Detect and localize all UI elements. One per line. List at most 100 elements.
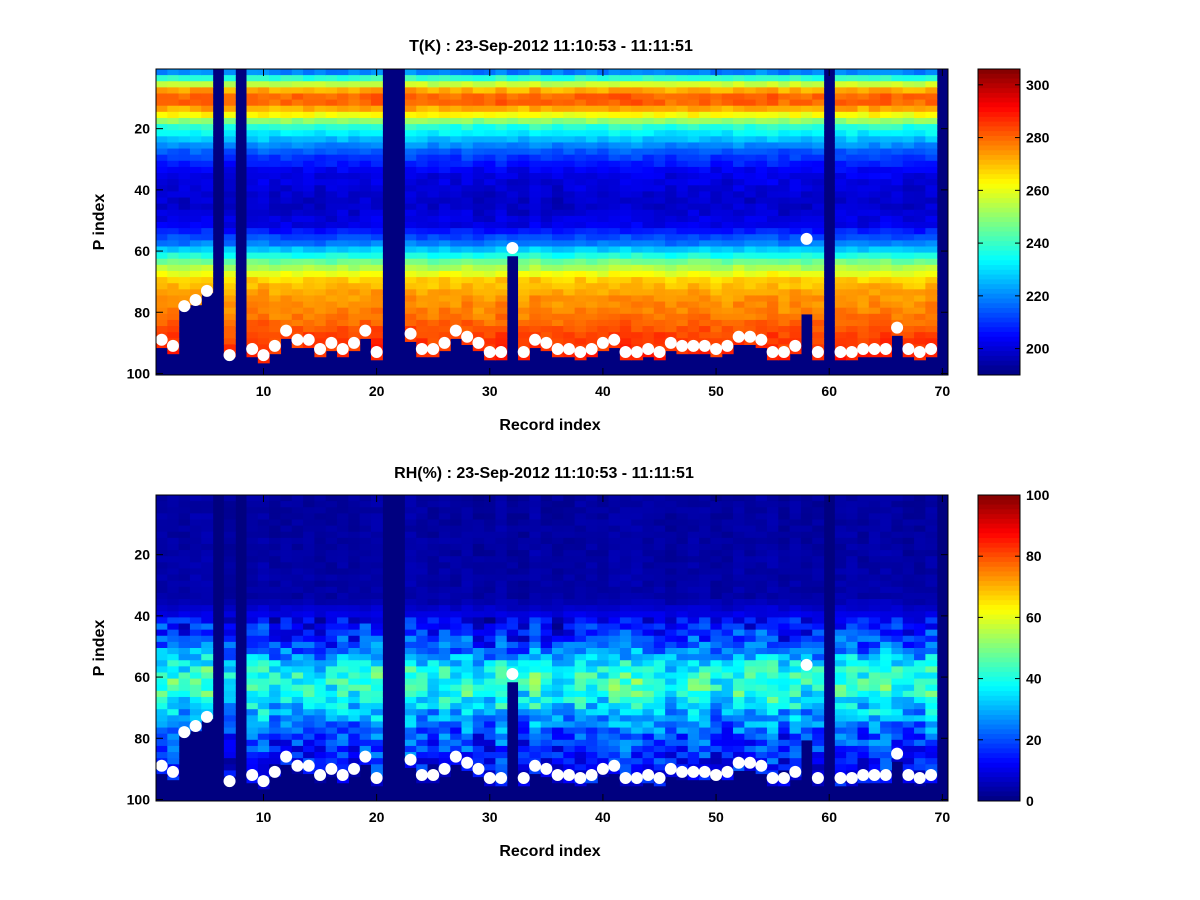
heatmap-cell bbox=[608, 215, 621, 223]
heatmap-cell bbox=[416, 629, 429, 637]
heatmap-cell bbox=[812, 258, 825, 266]
heatmap-cell bbox=[608, 727, 621, 735]
heatmap-cell bbox=[608, 264, 621, 272]
heatmap-cell bbox=[574, 356, 587, 361]
colorbar-segment bbox=[978, 193, 1020, 199]
heatmap-cell bbox=[642, 222, 655, 229]
heatmap-cell bbox=[495, 782, 508, 787]
heatmap-cell bbox=[710, 87, 723, 95]
record-column bbox=[733, 69, 745, 345]
heatmap-cell bbox=[314, 148, 327, 156]
heatmap-cell bbox=[585, 258, 598, 266]
heatmap-cell bbox=[359, 111, 372, 119]
heatmap-cell bbox=[223, 117, 236, 125]
heatmap-cell bbox=[529, 179, 542, 186]
heatmap-cell bbox=[744, 277, 757, 284]
heatmap-cell bbox=[438, 234, 451, 241]
heatmap-cell bbox=[597, 660, 610, 667]
heatmap-cell bbox=[574, 507, 587, 514]
heatmap-cell bbox=[495, 721, 508, 729]
heatmap-cell bbox=[619, 654, 632, 661]
heatmap-cell bbox=[518, 752, 530, 759]
heatmap-cell bbox=[404, 136, 417, 144]
heatmap-cell bbox=[552, 203, 564, 211]
colorbar-segment bbox=[978, 336, 1020, 343]
heatmap-cell bbox=[314, 93, 327, 101]
heatmap-cell bbox=[597, 543, 610, 551]
heatmap-cell bbox=[291, 319, 304, 327]
heatmap-cell bbox=[314, 283, 327, 290]
heatmap-cell bbox=[450, 550, 463, 557]
heatmap-cell bbox=[257, 727, 270, 735]
heatmap-cell bbox=[337, 501, 349, 508]
heatmap-cell bbox=[585, 648, 598, 655]
heatmap-cell bbox=[506, 179, 519, 186]
heatmap-cell bbox=[314, 758, 327, 765]
heatmap-cell bbox=[812, 307, 825, 315]
heatmap-cell bbox=[257, 117, 270, 125]
heatmap-cell bbox=[325, 136, 338, 144]
heatmap-cell bbox=[834, 166, 847, 174]
heatmap-cell bbox=[269, 130, 282, 137]
record-column bbox=[766, 69, 779, 361]
heatmap-cell bbox=[359, 307, 372, 315]
heatmap-cell bbox=[438, 173, 451, 180]
heatmap-cell bbox=[223, 513, 236, 521]
heatmap-cell bbox=[540, 179, 553, 186]
heatmap-cell bbox=[642, 197, 655, 205]
heatmap-cell bbox=[653, 160, 666, 168]
heatmap-cell bbox=[337, 338, 349, 345]
heatmap-cell bbox=[699, 93, 711, 101]
surface-marker bbox=[732, 330, 745, 343]
heatmap-cell bbox=[552, 166, 564, 174]
heatmap-cell bbox=[438, 99, 451, 107]
heatmap-cell bbox=[303, 209, 315, 217]
heatmap-cell bbox=[291, 203, 304, 211]
heatmap-cell bbox=[416, 745, 429, 753]
heatmap-cell bbox=[291, 654, 304, 661]
heatmap-cell bbox=[370, 635, 383, 643]
heatmap-cell bbox=[427, 727, 440, 735]
heatmap-cell bbox=[902, 313, 915, 321]
heatmap-cell bbox=[201, 696, 214, 704]
heatmap-cell bbox=[427, 745, 440, 753]
heatmap-cell bbox=[721, 124, 734, 131]
heatmap-cell bbox=[563, 209, 576, 217]
heatmap-cell bbox=[800, 209, 813, 217]
heatmap-cell bbox=[472, 501, 485, 508]
heatmap-cell bbox=[868, 203, 881, 211]
heatmap-cell bbox=[450, 525, 463, 533]
heatmap-cell bbox=[665, 179, 678, 186]
heatmap-cell bbox=[223, 629, 236, 637]
heatmap-cell bbox=[914, 215, 926, 223]
heatmap-cell bbox=[461, 501, 474, 508]
heatmap-cell bbox=[880, 154, 893, 162]
heatmap-cell bbox=[167, 629, 180, 637]
heatmap-cell bbox=[359, 283, 372, 290]
heatmap-cell bbox=[506, 75, 519, 82]
temperature-heatmap bbox=[156, 69, 948, 375]
heatmap-cell bbox=[552, 495, 564, 502]
surface-marker bbox=[913, 346, 926, 359]
heatmap-cell bbox=[563, 252, 576, 260]
heatmap-cell bbox=[348, 586, 361, 594]
heatmap-cell bbox=[472, 105, 485, 113]
heatmap-cell bbox=[269, 240, 282, 248]
heatmap-cell bbox=[156, 641, 168, 649]
heatmap-cell bbox=[337, 252, 349, 260]
heatmap-cell bbox=[404, 568, 417, 576]
heatmap-cell bbox=[189, 252, 202, 260]
heatmap-cell bbox=[484, 745, 497, 753]
heatmap-cell bbox=[280, 240, 293, 248]
heatmap-cell bbox=[484, 580, 497, 588]
heatmap-cell bbox=[574, 605, 587, 612]
heatmap-cell bbox=[789, 130, 802, 137]
heatmap-cell bbox=[404, 69, 417, 76]
heatmap-cell bbox=[291, 501, 304, 508]
heatmap-cell bbox=[223, 307, 236, 315]
heatmap-cell bbox=[834, 93, 847, 101]
heatmap-cell bbox=[880, 185, 893, 192]
heatmap-cell bbox=[608, 99, 621, 107]
heatmap-cell bbox=[789, 252, 802, 260]
heatmap-cell bbox=[325, 586, 338, 594]
